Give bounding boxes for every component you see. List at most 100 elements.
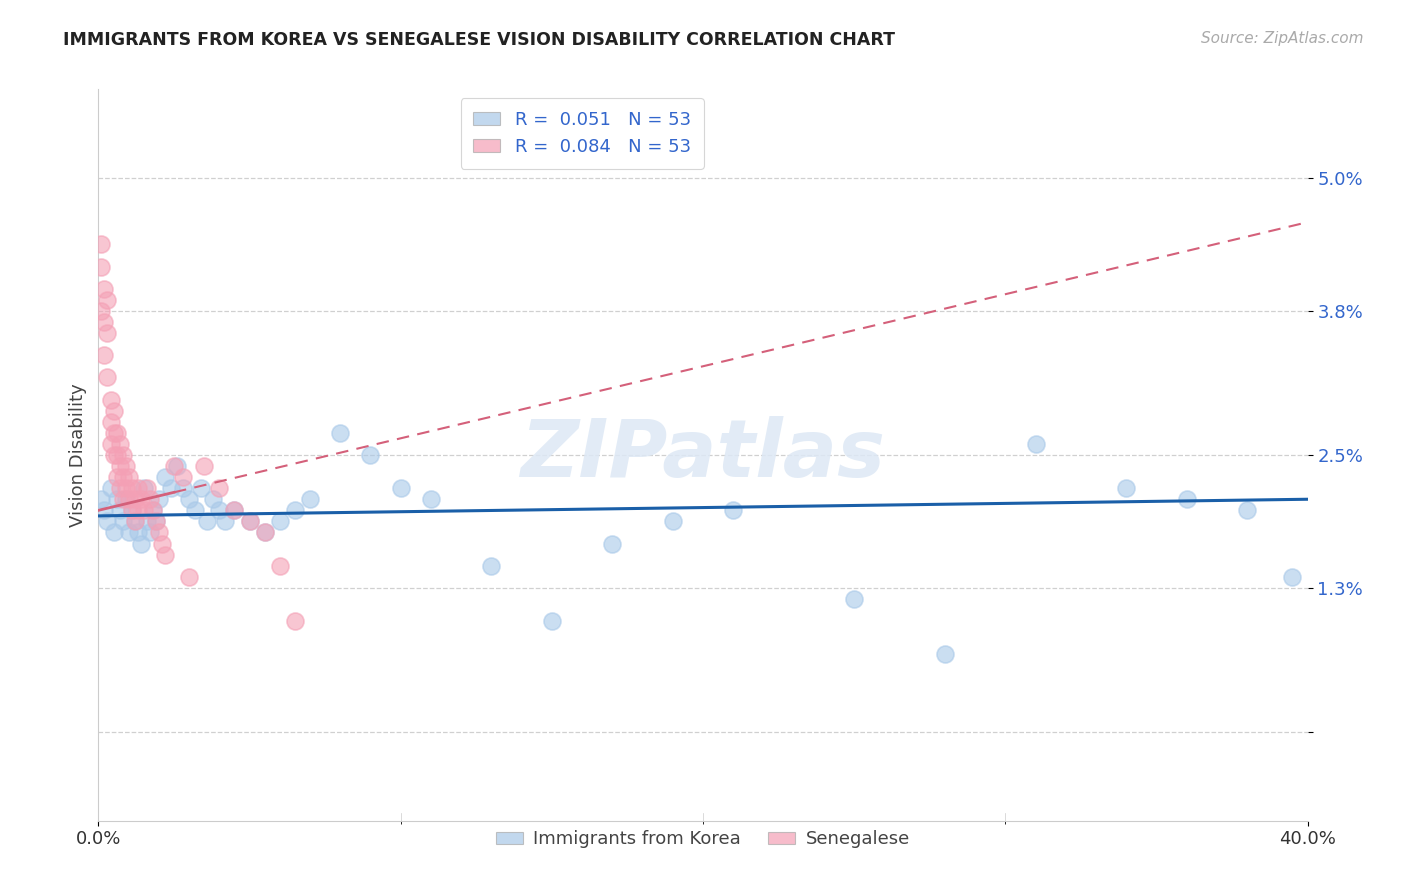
Point: [108, 458, 131, 473]
Point: [160, 481, 183, 495]
Point: [93, 503, 115, 517]
Point: [934, 648, 956, 662]
Point: [1115, 481, 1137, 495]
Point: [124, 492, 146, 507]
Y-axis label: Vision Disability: Vision Disability: [69, 383, 87, 527]
Point: [481, 558, 503, 573]
Point: [139, 525, 162, 540]
Point: [118, 525, 141, 540]
Point: [105, 425, 128, 440]
Point: [121, 503, 143, 517]
Point: [723, 503, 745, 517]
Point: [108, 503, 131, 517]
Point: [844, 592, 866, 607]
Point: [90, 303, 112, 318]
Point: [132, 503, 155, 517]
Point: [239, 515, 262, 529]
Point: [1175, 492, 1198, 507]
Point: [153, 548, 176, 562]
Point: [145, 515, 167, 529]
Point: [114, 458, 136, 473]
Point: [93, 315, 115, 329]
Point: [105, 470, 128, 484]
Point: [224, 503, 246, 517]
Point: [114, 492, 136, 507]
Point: [129, 492, 152, 507]
Point: [135, 481, 157, 495]
Point: [195, 515, 218, 529]
Point: [103, 525, 125, 540]
Point: [602, 536, 624, 550]
Point: [224, 503, 246, 517]
Point: [208, 481, 231, 495]
Point: [299, 492, 322, 507]
Point: [1281, 570, 1303, 584]
Point: [153, 470, 176, 484]
Point: [269, 558, 291, 573]
Point: [93, 348, 115, 362]
Point: [127, 525, 149, 540]
Point: [145, 515, 167, 529]
Point: [1236, 503, 1258, 517]
Point: [166, 458, 188, 473]
Point: [284, 503, 307, 517]
Point: [253, 525, 276, 540]
Point: [93, 282, 115, 296]
Point: [214, 515, 236, 529]
Point: [124, 515, 146, 529]
Point: [127, 503, 149, 517]
Point: [172, 470, 194, 484]
Point: [148, 492, 170, 507]
Point: [284, 614, 307, 628]
Point: [111, 448, 134, 462]
Point: [114, 481, 136, 495]
Text: IMMIGRANTS FROM KOREA VS SENEGALESE VISION DISABILITY CORRELATION CHART: IMMIGRANTS FROM KOREA VS SENEGALESE VISI…: [63, 31, 896, 49]
Point: [105, 448, 128, 462]
Point: [103, 448, 125, 462]
Point: [118, 470, 141, 484]
Point: [103, 425, 125, 440]
Point: [127, 481, 149, 495]
Point: [105, 492, 128, 507]
Point: [100, 481, 122, 495]
Point: [108, 437, 131, 451]
Point: [139, 492, 162, 507]
Point: [150, 536, 173, 550]
Point: [540, 614, 562, 628]
Point: [108, 481, 131, 495]
Point: [193, 458, 215, 473]
Point: [1024, 437, 1046, 451]
Point: [100, 437, 122, 451]
Point: [142, 503, 165, 517]
Point: [111, 492, 134, 507]
Point: [100, 415, 122, 429]
Point: [121, 481, 143, 495]
Point: [90, 492, 112, 507]
Point: [360, 448, 382, 462]
Point: [96, 515, 118, 529]
Point: [121, 503, 143, 517]
Point: [142, 503, 165, 517]
Point: [190, 481, 212, 495]
Point: [420, 492, 443, 507]
Point: [135, 515, 157, 529]
Point: [208, 503, 231, 517]
Point: [124, 515, 146, 529]
Point: [111, 470, 134, 484]
Point: [90, 260, 112, 274]
Point: [132, 481, 155, 495]
Point: [184, 503, 207, 517]
Text: Source: ZipAtlas.com: Source: ZipAtlas.com: [1201, 31, 1364, 46]
Point: [269, 515, 291, 529]
Point: [389, 481, 412, 495]
Point: [163, 458, 186, 473]
Point: [253, 525, 276, 540]
Point: [239, 515, 262, 529]
Legend: Immigrants from Korea, Senegalese: Immigrants from Korea, Senegalese: [488, 823, 918, 855]
Point: [96, 326, 118, 340]
Point: [179, 570, 201, 584]
Point: [118, 492, 141, 507]
Point: [90, 237, 112, 252]
Point: [129, 536, 152, 550]
Point: [172, 481, 194, 495]
